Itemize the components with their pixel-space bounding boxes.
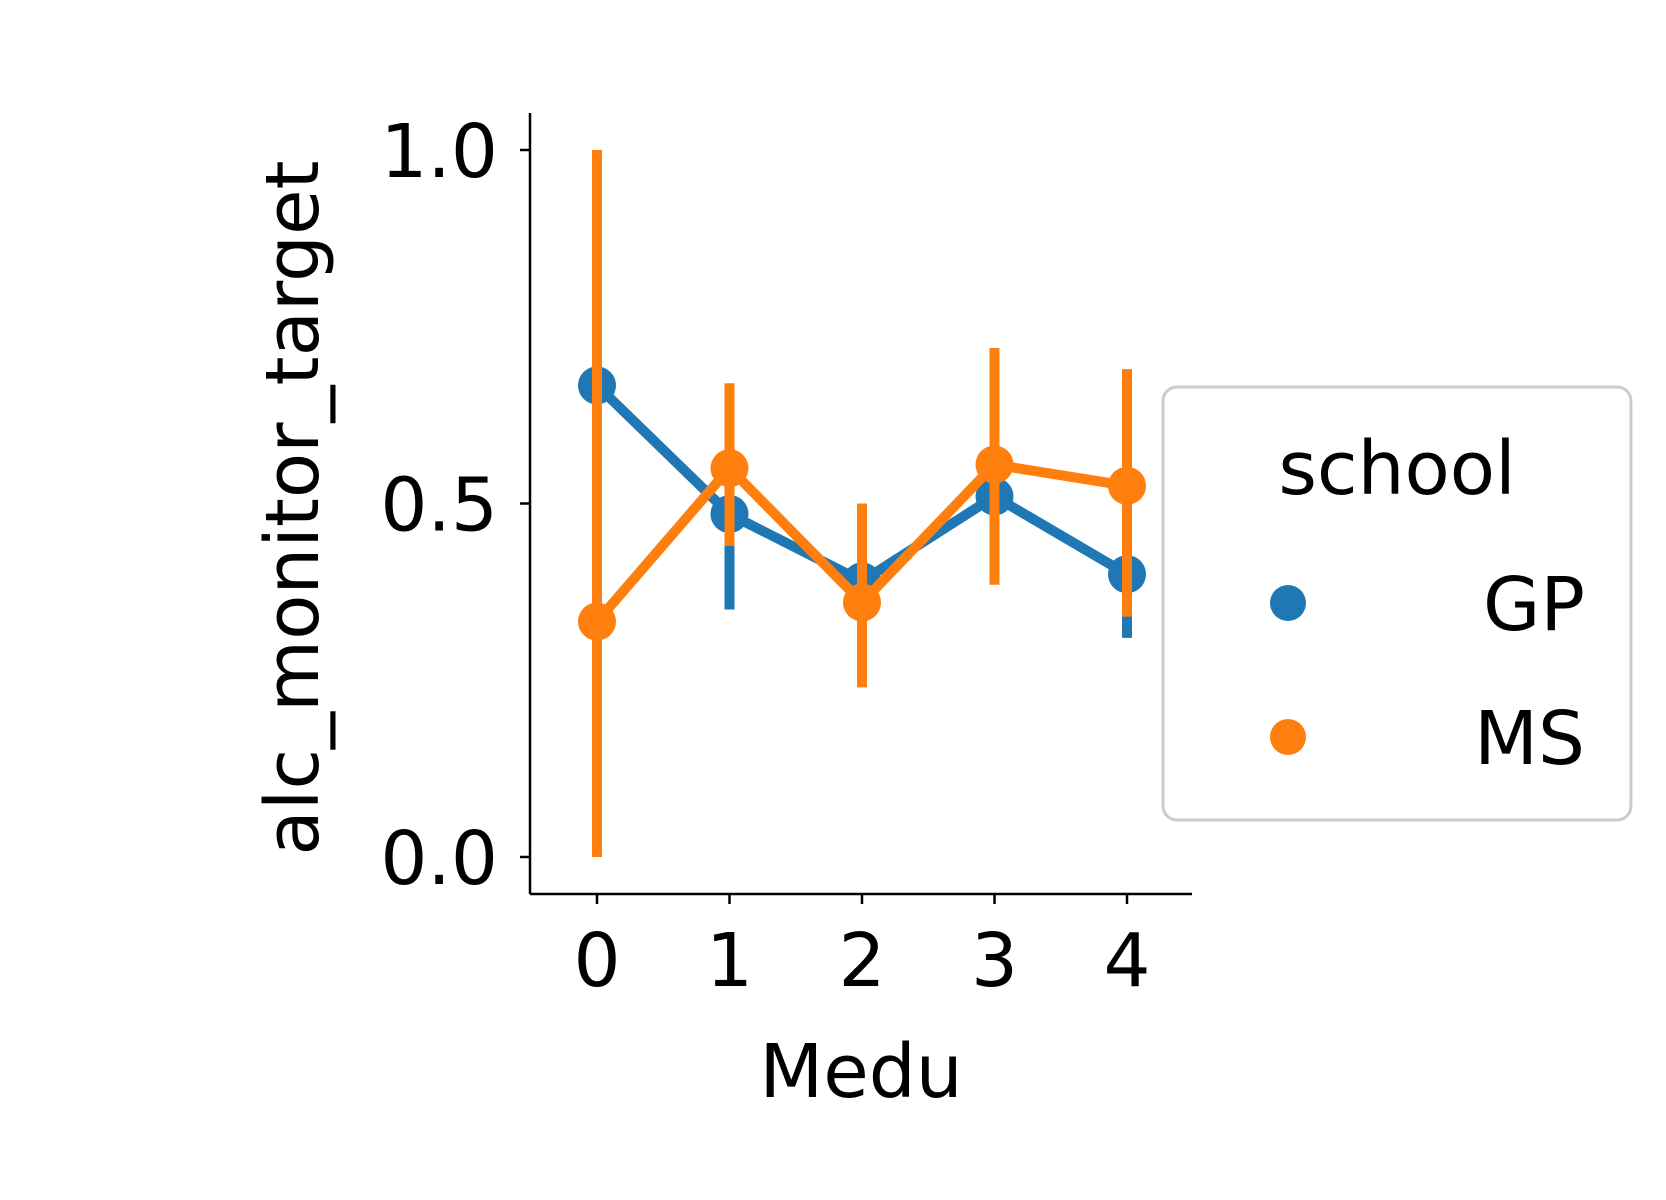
plot-area	[578, 150, 1146, 857]
data-point	[1108, 466, 1146, 505]
legend-marker	[1270, 719, 1306, 755]
data-point	[843, 583, 881, 622]
legend-marker	[1270, 585, 1306, 621]
x-tick-label: 1	[706, 918, 753, 1004]
legend-box	[1161, 385, 1633, 822]
y-ticks: 0.0 0.5 1.0	[380, 109, 530, 902]
x-tick-label: 3	[971, 918, 1018, 1004]
legend-label: MS	[1474, 696, 1585, 782]
legend-label: GP	[1483, 562, 1585, 648]
x-axis-title: Medu	[759, 1029, 962, 1115]
x-tick-label: 0	[573, 918, 620, 1004]
legend-title: school	[1278, 426, 1515, 512]
legend-entries: GP MS	[1270, 562, 1585, 782]
data-point	[578, 602, 616, 641]
series-ms	[578, 150, 1146, 857]
y-tick-label: 0.5	[380, 463, 498, 549]
y-tick-label: 0.0	[380, 816, 498, 902]
legend: school GP MS	[1161, 385, 1633, 822]
y-axis-title: alc_monitor_target	[250, 160, 336, 855]
x-tick-label: 2	[838, 918, 885, 1004]
x-tick-label: 4	[1103, 918, 1150, 1004]
y-tick-label: 1.0	[380, 109, 498, 195]
data-point	[710, 449, 749, 488]
data-point	[975, 445, 1014, 484]
